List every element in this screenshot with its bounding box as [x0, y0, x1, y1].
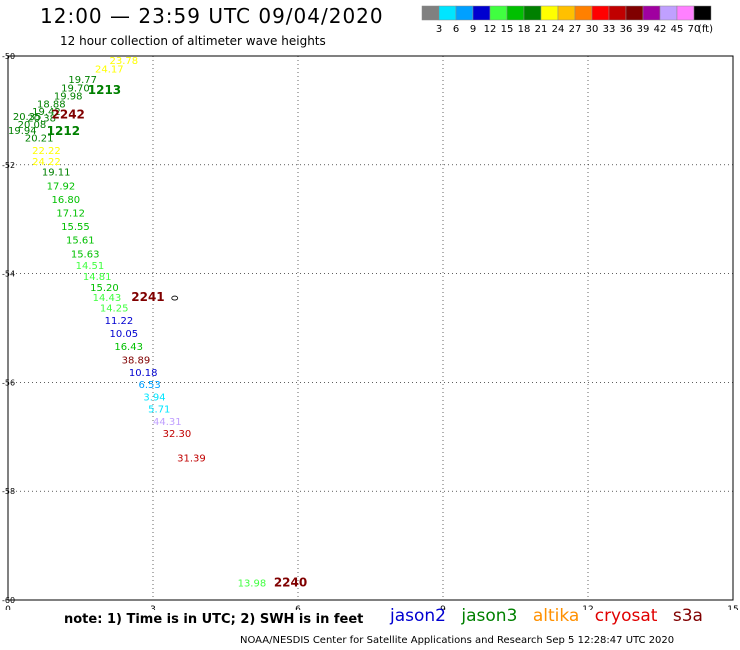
wave-height-point: 20.21 [25, 133, 54, 144]
wave-height-point: 23.78 [110, 56, 139, 67]
wave-height-point: 19.77 [68, 75, 97, 86]
wave-height-point: 19.70 [61, 83, 90, 94]
pass-id-label: 1212 [47, 124, 80, 138]
wave-height-point: 10.05 [110, 329, 139, 340]
wave-height-point: 20.35 [13, 112, 42, 123]
wave-height-point: 16.43 [114, 342, 143, 353]
legend-label: 45 [671, 24, 684, 34]
legend-label: 70 [688, 24, 701, 34]
wave-height-point: 13.98 [238, 578, 267, 589]
wave-height-point: 38.89 [122, 355, 151, 366]
color-legend: 3 6 9 12 15 18 21 24 27 30 33 36 39 42 45 70(ft) [421, 5, 713, 34]
chart-title: 12:00 — 23:59 UTC 09/04/2020 [40, 4, 384, 28]
wave-height-point: 24.22 [32, 157, 61, 168]
position-marker [171, 295, 179, 301]
wave-height-point: 15.20 [90, 283, 119, 294]
wave-height-point: 19.94 [8, 126, 37, 137]
wave-height-point: 44.31 [153, 417, 182, 428]
wave-height-point: 22.22 [32, 146, 61, 157]
wave-height-point: 14.51 [76, 261, 105, 272]
legend-label: 18 [518, 24, 531, 34]
pass-id-label: 2242 [52, 108, 85, 122]
mission-cryosat: cryosat [594, 606, 658, 626]
legend-unit: (ft) [698, 24, 713, 34]
x-tick-label: 9 [440, 605, 446, 610]
note-text: note: 1) Time is in UTC; 2) SWH is in fe… [64, 612, 364, 627]
wave-height-point: 6.53 [139, 380, 161, 391]
legend-label: 27 [569, 24, 582, 34]
wave-height-point: 17.92 [47, 181, 76, 192]
legend-label: 15 [501, 24, 514, 34]
chart-subtitle: 12 hour collection of altimeter wave hei… [60, 34, 326, 48]
mission-legend: jason2 jason3 altika cryosat s3a [390, 606, 713, 626]
legend-label: 3 [436, 24, 442, 34]
wave-height-point: 10.18 [129, 368, 158, 379]
plot-area: 0 3 6 9 12 15-50-52-54-56-58-6023.7824.1719.7… [2, 52, 739, 610]
legend-label: 39 [637, 24, 650, 34]
wave-height-point: 14.25 [100, 304, 129, 315]
wave-height-point: 19.42 [32, 107, 61, 118]
y-tick-label: -60 [2, 596, 15, 605]
mission-altika: altika [532, 606, 580, 626]
legend-label: 12 [484, 24, 497, 34]
legend-label: 33 [603, 24, 616, 34]
x-tick-label: 3 [150, 605, 156, 610]
wave-height-point: 24.17 [95, 64, 124, 75]
wave-height-point: 17.12 [56, 208, 85, 219]
wave-height-point: 16.80 [52, 195, 81, 206]
y-tick-label: -58 [2, 487, 15, 496]
legend-label: 42 [654, 24, 667, 34]
y-tick-label: -52 [2, 161, 15, 170]
wave-height-point: 19.98 [54, 92, 83, 103]
legend-label: 6 [453, 24, 459, 34]
wave-height-point: 11.22 [105, 316, 134, 327]
wave-height-point: 20.08 [18, 120, 47, 131]
pass-id-label: 2241 [131, 290, 164, 304]
legend-swatch [693, 5, 712, 21]
wave-height-point: 3.94 [143, 392, 165, 403]
pass-id-label: 1213 [88, 83, 121, 97]
wave-height-point: 18.88 [37, 100, 66, 111]
x-tick-label: 15 [727, 605, 738, 610]
wave-height-point: 32.30 [163, 429, 192, 440]
wave-height-point: 15.55 [61, 222, 90, 233]
mission-jason3: jason3 [461, 606, 518, 626]
legend-label: 24 [552, 24, 565, 34]
wave-height-point: 14.81 [83, 272, 112, 283]
wave-height-point: 31.39 [177, 453, 206, 464]
x-tick-label: 12 [582, 605, 593, 610]
footer-credit: NOAA/NESDIS Center for Satellite Applica… [240, 635, 675, 646]
x-tick-label: 6 [295, 605, 301, 610]
wave-height-point: 5.71 [148, 404, 170, 415]
wave-height-point: 19.11 [42, 168, 71, 179]
plot-frame [7, 55, 734, 601]
wave-height-point: 15.61 [66, 236, 95, 247]
wave-height-point: 15.63 [71, 249, 100, 260]
y-tick-label: -56 [2, 378, 15, 387]
wave-height-point: 20.38 [27, 113, 56, 124]
pass-id-label: 2240 [274, 575, 307, 589]
legend-label: 30 [586, 24, 599, 34]
x-tick-label: 0 [5, 605, 11, 610]
legend-label: 9 [470, 24, 476, 34]
y-tick-label: -54 [2, 270, 15, 279]
mission-s3a: s3a [672, 606, 703, 626]
legend-label: 21 [535, 24, 548, 34]
mission-jason2: jason2 [390, 606, 446, 626]
wave-height-point: 14.43 [93, 293, 122, 304]
legend-label: 36 [620, 24, 633, 34]
y-tick-label: -50 [2, 52, 15, 61]
